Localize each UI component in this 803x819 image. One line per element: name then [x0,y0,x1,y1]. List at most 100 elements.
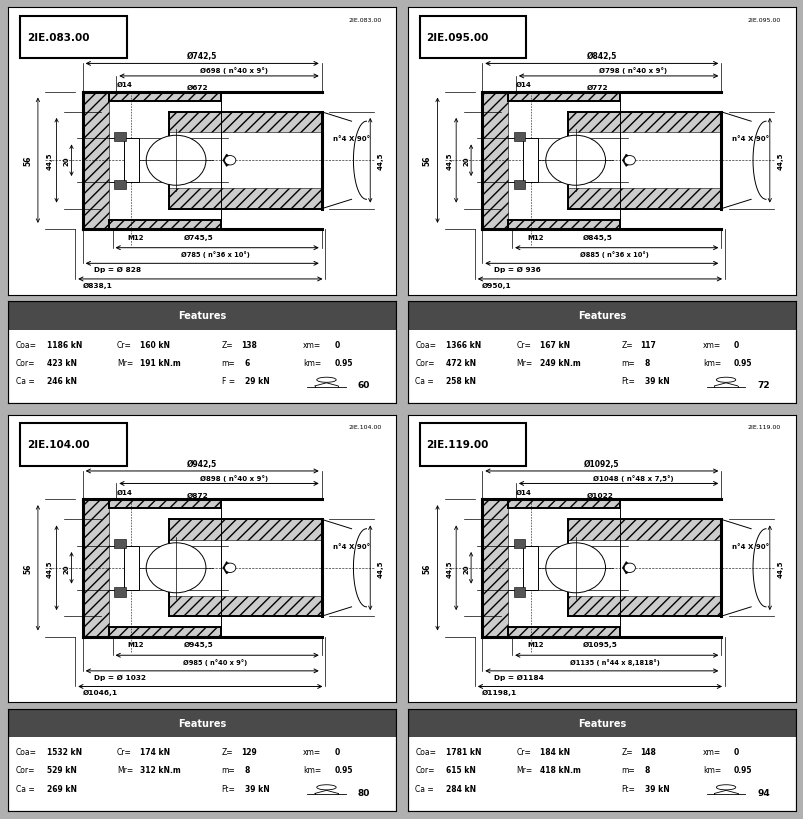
Text: Ø672: Ø672 [187,85,209,91]
Bar [507,93,620,102]
Text: 138: 138 [241,340,257,349]
Text: Ø1048 ( n°48 x 7,5°): Ø1048 ( n°48 x 7,5°) [593,474,673,482]
Bar [83,500,108,636]
Circle shape [146,136,206,186]
Text: 184 kN: 184 kN [539,747,569,756]
Text: Z=: Z= [222,340,233,349]
Text: F =: F = [222,377,234,386]
Text: 94: 94 [756,788,769,797]
Text: 423 kN: 423 kN [47,359,77,368]
Text: 191 kN.m: 191 kN.m [140,359,181,368]
Text: xm=: xm= [702,747,720,756]
Text: 2IE.095.00: 2IE.095.00 [747,17,780,23]
Text: Ø942,5: Ø942,5 [187,459,217,468]
Text: Ø1046,1: Ø1046,1 [83,689,118,695]
Text: Ø14: Ø14 [116,82,132,88]
Text: Ø14: Ø14 [516,489,531,495]
Text: Ft=: Ft= [222,784,235,793]
Bar [108,220,221,229]
Text: 167 kN: 167 kN [539,340,569,349]
Text: 44,5: 44,5 [377,559,383,577]
Circle shape [715,378,735,382]
Text: 2IE.095.00: 2IE.095.00 [426,33,488,43]
Text: 60: 60 [357,381,369,390]
Bar [169,189,321,210]
Text: 2IE.119.00: 2IE.119.00 [747,424,780,430]
Text: 1781 kN: 1781 kN [446,747,481,756]
Bar [108,102,221,220]
Text: Features: Features [577,311,626,321]
Polygon shape [622,155,634,167]
Text: Ø1095,5: Ø1095,5 [582,641,618,648]
Text: 1532 kN: 1532 kN [47,747,82,756]
Text: 1186 kN: 1186 kN [47,340,82,349]
Bar [8,708,396,737]
Text: km=: km= [303,766,321,775]
Text: 249 kN.m: 249 kN.m [539,359,580,368]
Text: Z=: Z= [621,340,632,349]
Text: M12: M12 [527,641,543,647]
Text: Ø872: Ø872 [187,492,209,498]
Bar [108,627,221,636]
Text: 20: 20 [463,563,469,573]
Circle shape [623,563,634,572]
Text: 8: 8 [245,766,250,775]
Text: 258 kN: 258 kN [446,377,476,386]
Text: 6: 6 [245,359,250,368]
Text: 44,5: 44,5 [47,559,53,577]
Text: Z=: Z= [222,747,233,756]
Text: Cr=: Cr= [116,747,132,756]
Text: 117: 117 [640,340,656,349]
Text: km=: km= [702,766,720,775]
Text: Mr=: Mr= [516,766,532,775]
Text: M12: M12 [527,234,543,240]
Bar [523,139,538,183]
Text: Ft=: Ft= [621,377,634,386]
Bar [507,102,620,220]
Text: n°4 X 90°: n°4 X 90° [332,543,369,550]
Bar [513,133,524,142]
Text: 20: 20 [63,156,70,166]
FancyBboxPatch shape [20,16,127,59]
FancyBboxPatch shape [419,423,526,466]
Text: 2IE.104.00: 2IE.104.00 [348,424,381,430]
Text: 1366 kN: 1366 kN [446,340,481,349]
Text: Cr=: Cr= [516,340,531,349]
Circle shape [224,156,235,165]
Text: Ø950,1: Ø950,1 [482,282,512,288]
Bar [114,587,125,597]
Text: n°4 X 90°: n°4 X 90° [332,136,369,143]
Text: 44,5: 44,5 [47,152,53,170]
Text: Ø798 ( n°40 x 9°): Ø798 ( n°40 x 9°) [599,67,666,75]
Text: Cor=: Cor= [415,766,434,775]
Text: 44,5: 44,5 [446,559,452,577]
Text: n°4 X 90°: n°4 X 90° [732,136,768,143]
Text: Features: Features [177,718,226,728]
Text: Ø945,5: Ø945,5 [183,641,213,648]
Text: 44,5: 44,5 [777,559,782,577]
Text: 0: 0 [733,340,738,349]
Text: 284 kN: 284 kN [446,784,476,793]
Text: m=: m= [222,766,235,775]
Text: xm=: xm= [303,340,321,349]
Bar [108,93,221,102]
Text: Mr=: Mr= [516,359,532,368]
Bar [568,596,720,617]
Text: Ft=: Ft= [621,784,634,793]
Text: 39 kN: 39 kN [644,784,668,793]
Bar [108,500,221,509]
Text: 44,5: 44,5 [377,152,383,170]
Bar [507,509,620,627]
Text: 2IE.104.00: 2IE.104.00 [26,440,89,450]
Text: Coa=: Coa= [16,340,37,349]
Text: 129: 129 [241,747,256,756]
Text: Mr=: Mr= [116,359,132,368]
Text: Dp = Ø 828: Dp = Ø 828 [94,266,141,273]
Text: 39 kN: 39 kN [245,784,269,793]
Text: 160 kN: 160 kN [140,340,170,349]
Text: xm=: xm= [303,747,321,756]
Text: 8: 8 [644,766,649,775]
Text: Cr=: Cr= [116,340,132,349]
Bar [513,180,524,190]
Bar [523,546,538,590]
